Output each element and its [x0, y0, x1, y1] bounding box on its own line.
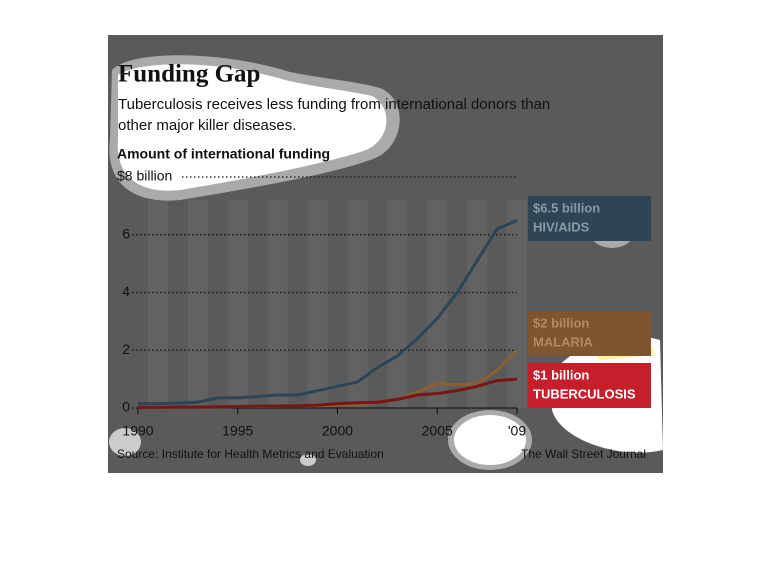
year-stripe	[148, 200, 168, 408]
credit: The Wall Street Journal	[521, 447, 646, 461]
x-tick-label: 2000	[322, 423, 353, 439]
year-stripe	[347, 200, 368, 408]
series-line	[138, 377, 518, 409]
legend-box	[528, 311, 651, 356]
year-stripe	[227, 200, 248, 408]
end-label: $2 billion	[533, 315, 589, 330]
series-line	[138, 218, 518, 406]
y-tick-label: 2	[122, 341, 130, 357]
legend-label: TUBERCULOSIS	[533, 386, 636, 401]
y-axis-label: Amount of international funding	[117, 146, 330, 162]
year-stripe	[507, 200, 527, 408]
year-stripe	[307, 200, 328, 408]
x-tick-label: '09	[508, 423, 526, 439]
chart-title: Funding Gap	[118, 61, 260, 88]
y-tick-label: $8 billion	[117, 168, 172, 184]
year-stripe	[267, 200, 288, 408]
year-stripe	[187, 200, 208, 408]
y-tick-label: 6	[122, 225, 130, 241]
year-stripe	[387, 200, 408, 408]
chart-subtitle: Tuberculosis receives less funding from …	[118, 96, 551, 134]
x-tick-label: 1990	[122, 423, 153, 439]
year-stripe	[427, 200, 448, 408]
x-tick-label: 1995	[222, 423, 253, 439]
x-tick-label: 2005	[422, 423, 453, 439]
legend-label: MALARIA	[533, 334, 594, 349]
y-tick-label: 0	[122, 399, 130, 415]
y-tick-label: 4	[122, 283, 130, 299]
end-label: $1 billion	[533, 367, 589, 382]
source: Source: Institute for Health Metrics and…	[117, 447, 384, 461]
legend-box	[528, 196, 651, 241]
year-stripe	[467, 200, 488, 408]
end-label: $6.5 billion	[533, 200, 600, 215]
legend-label: HIV/AIDS	[533, 219, 590, 234]
legend-box	[528, 363, 651, 408]
subtitle-box: Tuberculosis receives less funding from …	[118, 96, 551, 134]
